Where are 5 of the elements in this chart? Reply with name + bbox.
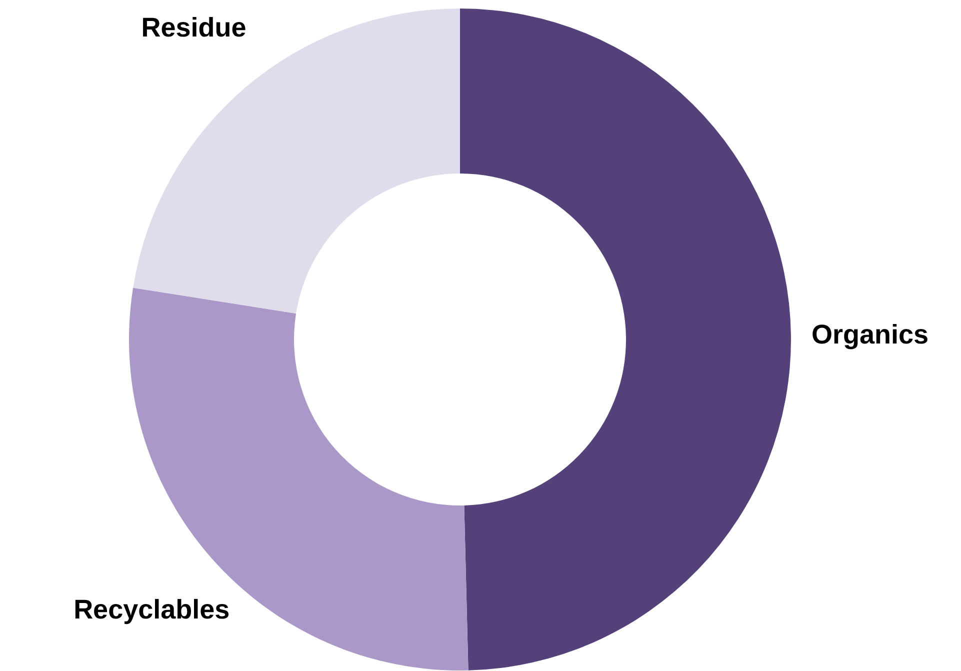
slice-label: Organics: [811, 319, 928, 350]
donut-slice: [460, 8, 791, 670]
slice-label: Recyclables: [74, 594, 230, 625]
slice-label: Residue: [141, 12, 246, 43]
donut-slice: [133, 8, 460, 314]
